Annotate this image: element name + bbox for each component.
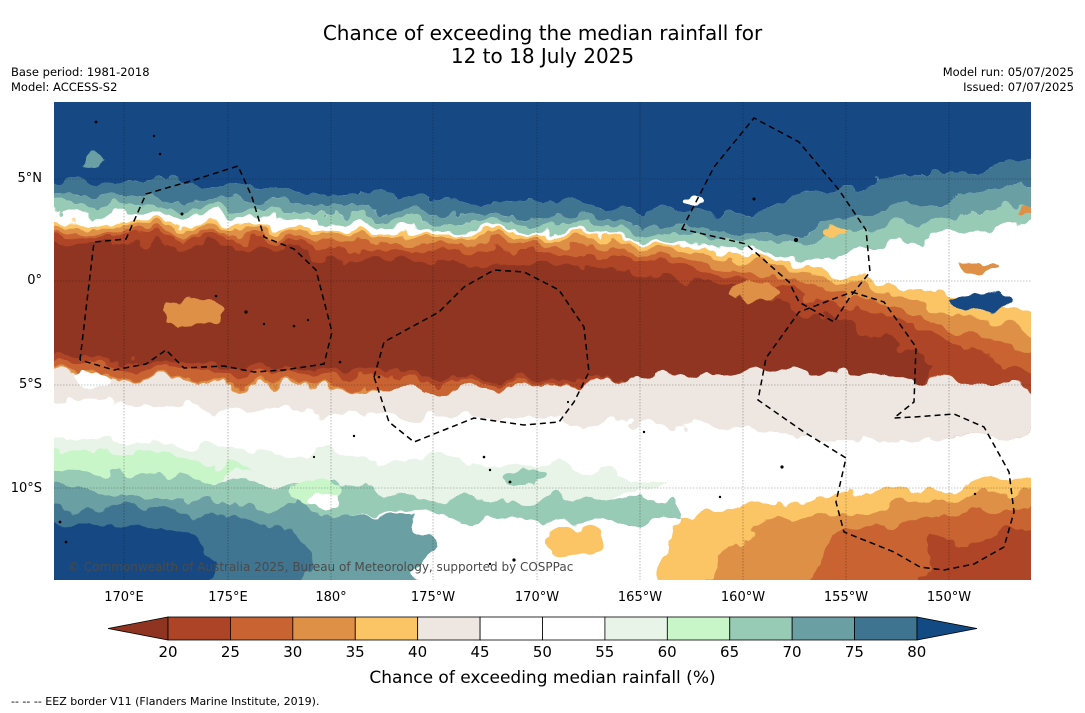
colorbar-tick-label: 45 [470, 643, 490, 661]
colorbar-segment [479, 616, 543, 641]
model-run-date: Model run: 05/07/2025 [942, 65, 1074, 79]
colorbar-segment [854, 616, 918, 641]
graticule [54, 102, 1031, 580]
lon-tick-label: 165°W [617, 590, 663, 605]
rainfall-map-svg [54, 102, 1031, 580]
map-title: Chance of exceeding the median rainfall … [0, 22, 1085, 68]
lon-tick-label: 170°E [104, 590, 144, 605]
eez-legend-note: -- -- -- EEZ border V11 (Flanders Marine… [11, 695, 320, 708]
colorbar [108, 616, 978, 641]
lat-tick-label: 5°N [17, 171, 43, 186]
meta-left: Base period: 1981-2018 Model: ACCESS-S2 [11, 65, 150, 95]
colorbar-segment [417, 616, 481, 641]
colorbar-tick-label: 50 [532, 643, 552, 661]
model-name: Model: ACCESS-S2 [11, 80, 118, 94]
colorbar-segment [167, 616, 231, 641]
colorbar-tick-label: 80 [907, 643, 927, 661]
colorbar-segment [230, 616, 294, 641]
colorbar-low-arrow [108, 616, 169, 641]
lat-tick-label: 10°S [10, 481, 42, 496]
copyright-notice: © Commonwealth of Australia 2025, Bureau… [68, 560, 574, 574]
lat-tick-label: 5°S [18, 377, 42, 392]
lon-tick-label: 155°W [823, 590, 869, 605]
colorbar-segment [791, 616, 855, 641]
map-title-line1: Chance of exceeding the median rainfall … [322, 21, 763, 45]
lon-tick-label: 160°W [720, 590, 766, 605]
colorbar-title: Chance of exceeding median rainfall (%) [369, 668, 716, 688]
meta-right: Model run: 05/07/2025 Issued: 07/07/2025 [943, 65, 1074, 95]
rainfall-features [76, 154, 1031, 556]
islands [58, 120, 977, 566]
colorbar-tick-label: 20 [158, 643, 178, 661]
lon-tick-label: 175°W [410, 590, 456, 605]
colorbar-tick-label: 40 [408, 643, 428, 661]
map-title-line2: 12 to 18 July 2025 [450, 44, 635, 68]
colorbar-tick-label: 70 [782, 643, 802, 661]
lon-tick-label: 180° [315, 590, 347, 605]
rainfall-field [54, 102, 1031, 580]
colorbar-tick-label: 25 [220, 643, 240, 661]
colorbar-segment [292, 616, 356, 641]
colorbar-tick-label: 35 [345, 643, 365, 661]
colorbar-segment [666, 616, 731, 641]
colorbar-segment [542, 616, 606, 641]
lon-tick-label: 150°W [926, 590, 972, 605]
colorbar-segments [167, 616, 918, 641]
base-period: Base period: 1981-2018 [11, 65, 150, 79]
colorbar-tick-label: 30 [283, 643, 303, 661]
lon-tick-label: 170°W [514, 590, 560, 605]
colorbar-segment [604, 616, 668, 641]
colorbar-high-arrow [916, 616, 978, 641]
rainfall-map: © Commonwealth of Australia 2025, Bureau… [54, 102, 1031, 580]
colorbar-segment [354, 616, 419, 641]
colorbar-tick-label: 75 [844, 643, 864, 661]
colorbar-tick-label: 55 [595, 643, 615, 661]
colorbar-segment [729, 616, 793, 641]
issued-date: Issued: 07/07/2025 [963, 80, 1074, 94]
colorbar-tick-label: 65 [720, 643, 740, 661]
eez-borders [79, 117, 1015, 571]
colorbar-tick-label: 60 [657, 643, 677, 661]
lon-tick-label: 175°E [208, 590, 248, 605]
lat-tick-label: 0° [27, 273, 42, 288]
